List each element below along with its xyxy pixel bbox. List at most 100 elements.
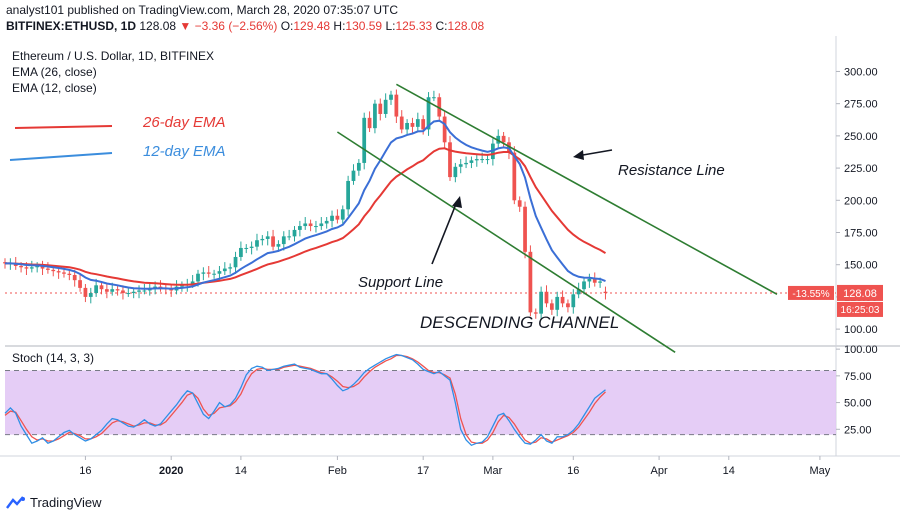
ema12-line bbox=[5, 119, 606, 290]
price-badge-text: 128.08 bbox=[843, 288, 877, 300]
candle-body bbox=[549, 303, 554, 310]
candle-body bbox=[206, 272, 211, 274]
candle-body bbox=[46, 268, 50, 270]
time-tick-label: Mar bbox=[483, 465, 502, 477]
candle-body bbox=[367, 117, 372, 129]
candle-body bbox=[340, 209, 345, 220]
candle-body bbox=[297, 226, 302, 230]
candle-body bbox=[501, 135, 506, 143]
price-tick-label: 175.00 bbox=[844, 227, 878, 239]
candle-body bbox=[158, 286, 163, 288]
candle-body bbox=[233, 256, 238, 268]
candle-body bbox=[212, 273, 216, 275]
candle-body bbox=[94, 285, 99, 294]
candle-body bbox=[405, 122, 409, 130]
candle-body bbox=[485, 159, 490, 161]
time-tick-label: 14 bbox=[723, 465, 735, 477]
candle-body bbox=[239, 247, 243, 257]
candle-body bbox=[571, 294, 576, 308]
tradingview-logo-icon bbox=[6, 495, 26, 510]
candle-body bbox=[437, 97, 442, 117]
resistance-label: Resistance Line bbox=[618, 162, 725, 179]
candle-body bbox=[115, 289, 120, 291]
ema26-key-line bbox=[14, 125, 113, 129]
price-tick-label: 150.00 bbox=[844, 260, 878, 272]
candle-body bbox=[196, 273, 200, 282]
candle-body bbox=[351, 170, 356, 181]
candle-body bbox=[480, 159, 485, 161]
pct-badge bbox=[788, 285, 834, 300]
open-value: 129.48 bbox=[293, 19, 331, 33]
candle-body bbox=[544, 291, 549, 304]
candle-body bbox=[72, 275, 77, 281]
candle-body bbox=[383, 99, 388, 114]
candle-body bbox=[474, 159, 479, 161]
candle-body bbox=[137, 290, 141, 292]
candle-body bbox=[126, 293, 131, 295]
candle-body bbox=[228, 267, 233, 269]
candle-body bbox=[88, 293, 93, 297]
last-price: 128.08 bbox=[139, 19, 177, 33]
symbol-name: BITFINEX:ETHUSD, 1D bbox=[6, 19, 137, 33]
candle-body bbox=[319, 223, 324, 227]
price-pane bbox=[5, 42, 836, 342]
candle-body bbox=[281, 236, 286, 245]
ema26-line bbox=[5, 147, 607, 286]
price-tick-label: 225.00 bbox=[844, 163, 878, 175]
candle-body bbox=[389, 94, 393, 100]
time-tick-label: May bbox=[810, 465, 831, 477]
price-badge bbox=[837, 284, 883, 301]
candle-body bbox=[180, 285, 184, 287]
candle-body bbox=[51, 269, 56, 272]
candle-body bbox=[67, 273, 72, 276]
candle-body bbox=[592, 278, 597, 283]
candle-body bbox=[517, 200, 522, 207]
chart-area[interactable]: 100.00125.00150.00175.00200.00225.00250.… bbox=[0, 36, 900, 498]
candle-body bbox=[523, 206, 527, 252]
candle-body bbox=[415, 119, 420, 127]
tradingview-brand[interactable]: TradingView bbox=[6, 495, 102, 510]
stoch-tick-label: 100.00 bbox=[844, 344, 878, 356]
candle-body bbox=[222, 268, 227, 272]
candle-body bbox=[169, 289, 174, 291]
time-tick-label: 17 bbox=[417, 465, 429, 477]
candle-body bbox=[62, 272, 66, 274]
candle-body bbox=[276, 244, 281, 247]
candle-body bbox=[373, 103, 377, 129]
candle-body bbox=[603, 291, 608, 294]
ema12-key-line bbox=[9, 152, 113, 161]
stoch-tick-label: 25.00 bbox=[844, 424, 872, 436]
candle-body bbox=[399, 116, 404, 130]
time-tick-label: Feb bbox=[328, 465, 347, 477]
candle-body bbox=[335, 215, 340, 220]
candle-body bbox=[421, 119, 426, 130]
candle-body bbox=[458, 164, 463, 167]
price-tick-label: 250.00 bbox=[844, 131, 878, 143]
candle-body bbox=[201, 272, 206, 274]
chart-title: Ethereum / U.S. Dollar, 1D, BITFINEX bbox=[12, 49, 214, 63]
candle-body bbox=[99, 285, 104, 290]
legend-ema12: EMA (12, close) bbox=[12, 81, 97, 95]
price-tick-label: 275.00 bbox=[844, 99, 878, 111]
time-tick-label: 14 bbox=[235, 465, 247, 477]
candle-body bbox=[260, 238, 265, 241]
close-value: 128.08 bbox=[447, 19, 485, 33]
stoch-k-line bbox=[4, 353, 606, 447]
channel-label: DESCENDING CHANNEL bbox=[420, 313, 619, 332]
candle-body bbox=[121, 290, 125, 294]
candle-body bbox=[448, 142, 452, 178]
symbol-ohlc-bar: BITFINEX:ETHUSD, 1D 128.08 ▼ −3.36 (−2.5… bbox=[6, 19, 485, 33]
candle-body bbox=[314, 226, 318, 228]
price-tick-label: 100.00 bbox=[844, 324, 878, 336]
candle-body bbox=[555, 296, 560, 310]
resistance-arrow-head bbox=[573, 150, 584, 160]
candle-body bbox=[110, 289, 115, 292]
candle-body bbox=[131, 291, 136, 294]
price-chart-svg[interactable]: 100.00125.00150.00175.00200.00225.00250.… bbox=[0, 36, 900, 498]
ema26-annotation: 26-day EMA bbox=[142, 114, 226, 131]
price-tick-label: 300.00 bbox=[844, 66, 878, 78]
candle-body bbox=[104, 289, 109, 292]
candle-body bbox=[560, 296, 565, 304]
candle-body bbox=[249, 246, 254, 248]
candle-body bbox=[303, 223, 308, 227]
